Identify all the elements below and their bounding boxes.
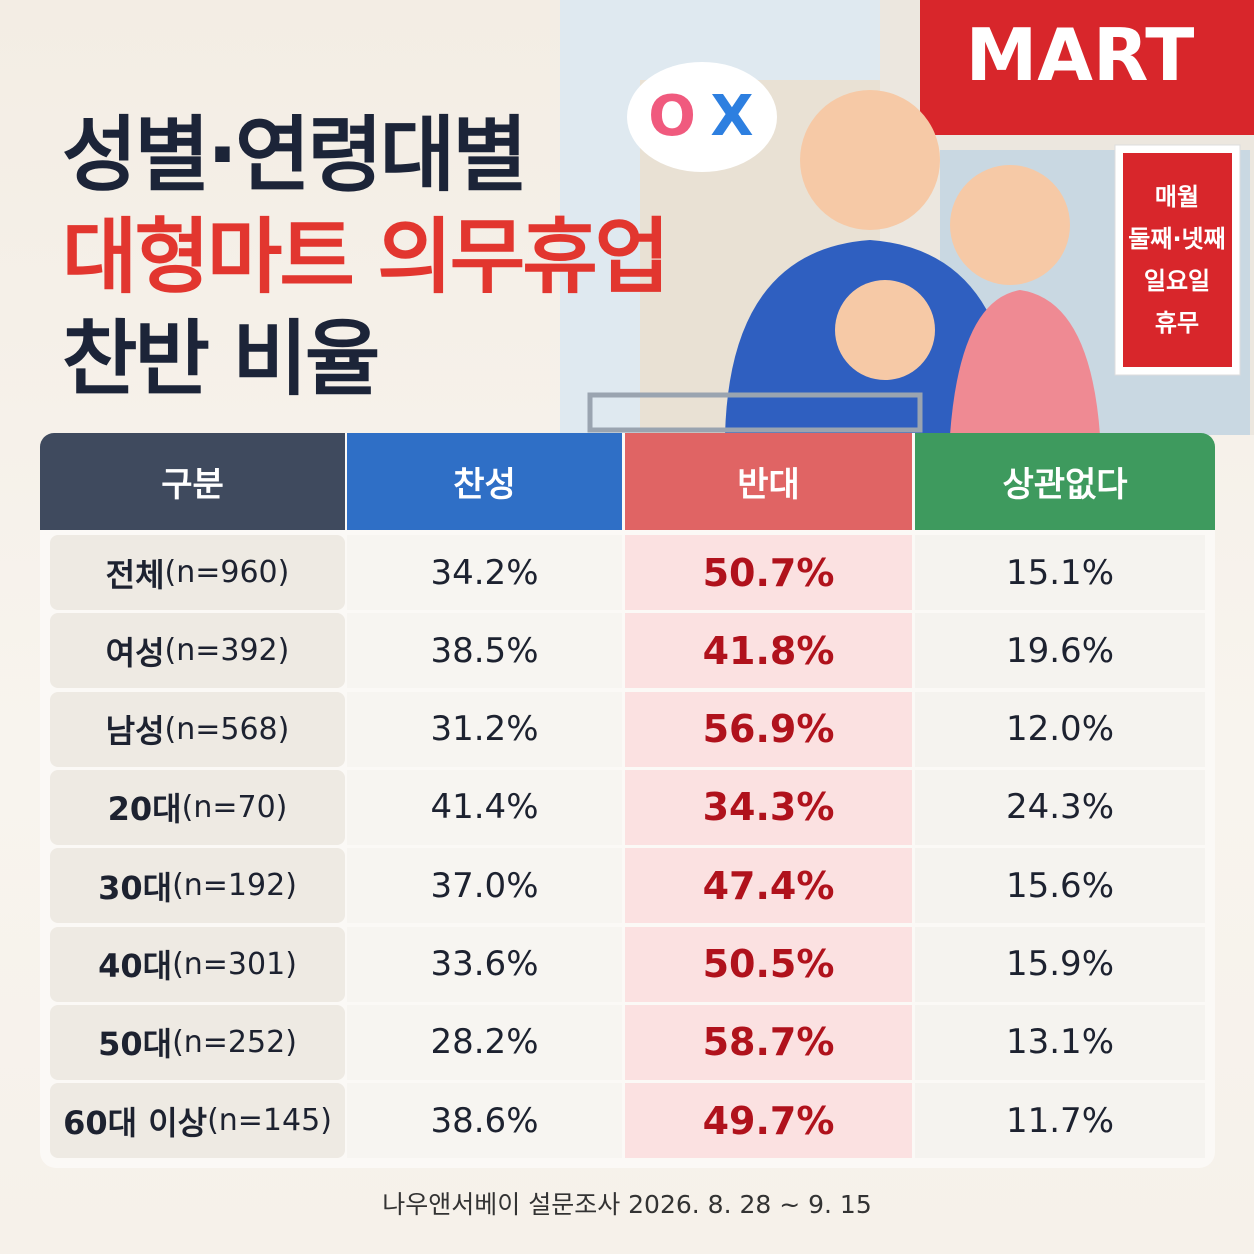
child-face <box>835 280 935 380</box>
neutral-value: 15.9% <box>915 926 1205 1002</box>
group-name: 60대 이상 <box>63 1103 208 1142</box>
sample-size: (n=960) <box>164 555 290 590</box>
header-cell: 반대 <box>625 433 912 530</box>
bubble-o: O <box>648 84 696 149</box>
group-name: 40대 <box>98 947 173 985</box>
row-label: 50대 (n=252) <box>50 1004 345 1080</box>
row-label: 여성 (n=392) <box>50 613 345 689</box>
sample-size: (n=568) <box>164 711 290 747</box>
header-cell: 찬성 <box>347 433 622 530</box>
notice-text: 휴무 <box>1155 309 1199 337</box>
row-label: 40대 (n=301) <box>50 926 345 1002</box>
agree-value: 34.2% <box>347 535 622 610</box>
notice-text: 둘째·넷째 <box>1128 225 1225 253</box>
row-label: 20대 (n=70) <box>50 769 345 845</box>
group-name: 30대 <box>98 868 173 907</box>
speech-bubble <box>627 62 777 172</box>
oppose-value: 49.7% <box>625 1083 912 1159</box>
group-name: 남성 <box>105 712 165 751</box>
oppose-value: 41.8% <box>625 613 912 689</box>
group-name: 50대 <box>98 1025 173 1064</box>
agree-value: 41.4% <box>347 769 622 845</box>
row-label: 남성 (n=568) <box>50 691 345 767</box>
oppose-value: 50.5% <box>625 926 912 1002</box>
cart <box>587 392 923 433</box>
father-face <box>800 90 940 230</box>
neutral-value: 15.1% <box>915 535 1205 610</box>
neutral-value: 13.1% <box>915 1004 1205 1080</box>
bubble-x: X <box>710 84 753 149</box>
table: 구분 찬성 반대 상관없다 전체 (n=960) 34.2% 50.7% 15.1% 여성 (n=3… <box>40 433 1215 1168</box>
oppose-value: 56.9% <box>625 691 912 767</box>
neutral-value: 12.0% <box>915 691 1205 767</box>
store-sign: MART <box>966 13 1195 97</box>
title-line: 성별·연령대별 <box>62 108 528 203</box>
agree-value: 38.5% <box>347 613 622 689</box>
neutral-value: 11.7% <box>915 1083 1205 1159</box>
notice-text: 일요일 <box>1144 267 1210 295</box>
mother-face <box>950 165 1070 285</box>
oppose-value: 34.3% <box>625 769 912 845</box>
row-label: 60대 이상 (n=145) <box>50 1083 345 1159</box>
row-label: 전체 (n=960) <box>50 535 345 610</box>
sample-size: (n=301) <box>172 946 297 982</box>
group-name: 20대 <box>107 790 182 829</box>
oppose-value: 58.7% <box>625 1004 912 1080</box>
group-name: 전체 <box>105 555 165 594</box>
agree-value: 31.2% <box>347 691 622 767</box>
mother-body <box>950 290 1100 435</box>
agree-value: 38.6% <box>347 1083 622 1159</box>
sample-size: (n=252) <box>172 1024 297 1060</box>
neutral-value: 24.3% <box>915 769 1205 845</box>
store-banner <box>920 0 1254 135</box>
footer-source: 나우앤서베이 설문조사 2026. 8. 28 ~ 9. 15 <box>382 1190 872 1219</box>
neutral-value: 19.6% <box>915 613 1205 689</box>
neutral-value: 15.6% <box>915 848 1205 924</box>
agree-value: 37.0% <box>347 848 622 924</box>
notice-text: 매월 <box>1155 183 1199 211</box>
agree-value: 33.6% <box>347 926 622 1002</box>
header-cell: 상관없다 <box>915 433 1215 530</box>
sample-size: (n=192) <box>172 868 297 904</box>
agree-value: 28.2% <box>347 1004 622 1080</box>
oppose-value: 47.4% <box>625 848 912 924</box>
header-cell: 구분 <box>40 433 345 530</box>
group-name: 여성 <box>105 633 165 672</box>
sample-size: (n=392) <box>164 633 290 669</box>
sample-size: (n=145) <box>207 1103 332 1139</box>
title-line: 찬반 비율 <box>62 312 380 407</box>
row-label: 30대 (n=192) <box>50 848 345 924</box>
notice-panel <box>1123 153 1232 367</box>
oppose-value: 50.7% <box>625 535 912 610</box>
sample-size: (n=70) <box>181 789 288 825</box>
title-line: 대형마트 의무휴업 <box>62 210 670 305</box>
